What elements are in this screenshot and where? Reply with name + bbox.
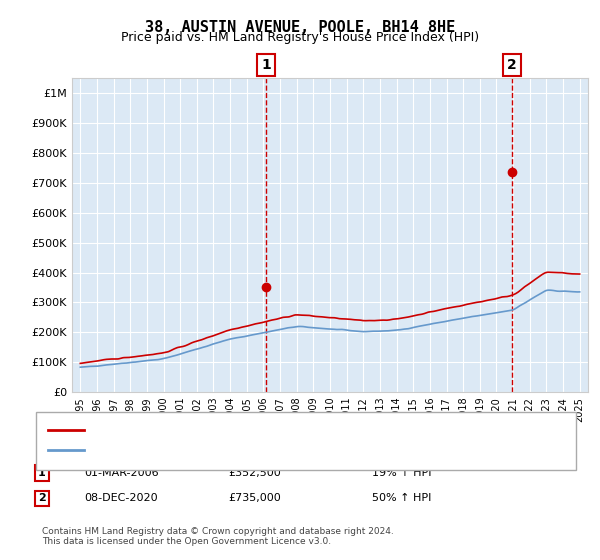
Text: Contains HM Land Registry data © Crown copyright and database right 2024.
This d: Contains HM Land Registry data © Crown c… (42, 526, 394, 546)
Text: 38, AUSTIN AVENUE, POOLE, BH14 8HE: 38, AUSTIN AVENUE, POOLE, BH14 8HE (145, 20, 455, 35)
Text: £352,500: £352,500 (228, 468, 281, 478)
Text: 01-MAR-2006: 01-MAR-2006 (84, 468, 158, 478)
Text: £735,000: £735,000 (228, 493, 281, 503)
Text: 38, AUSTIN AVENUE, POOLE, BH14 8HE (detached house): 38, AUSTIN AVENUE, POOLE, BH14 8HE (deta… (90, 424, 389, 435)
Text: 08-DEC-2020: 08-DEC-2020 (84, 493, 158, 503)
Text: 2: 2 (507, 58, 517, 72)
Text: 2: 2 (38, 493, 46, 503)
Text: 50% ↑ HPI: 50% ↑ HPI (372, 493, 431, 503)
Text: 19% ↑ HPI: 19% ↑ HPI (372, 468, 431, 478)
Text: Price paid vs. HM Land Registry's House Price Index (HPI): Price paid vs. HM Land Registry's House … (121, 31, 479, 44)
Text: 1: 1 (38, 468, 46, 478)
Text: HPI: Average price, detached house, Bournemouth Christchurch and Poole: HPI: Average price, detached house, Bour… (90, 445, 478, 455)
Text: 1: 1 (262, 58, 271, 72)
